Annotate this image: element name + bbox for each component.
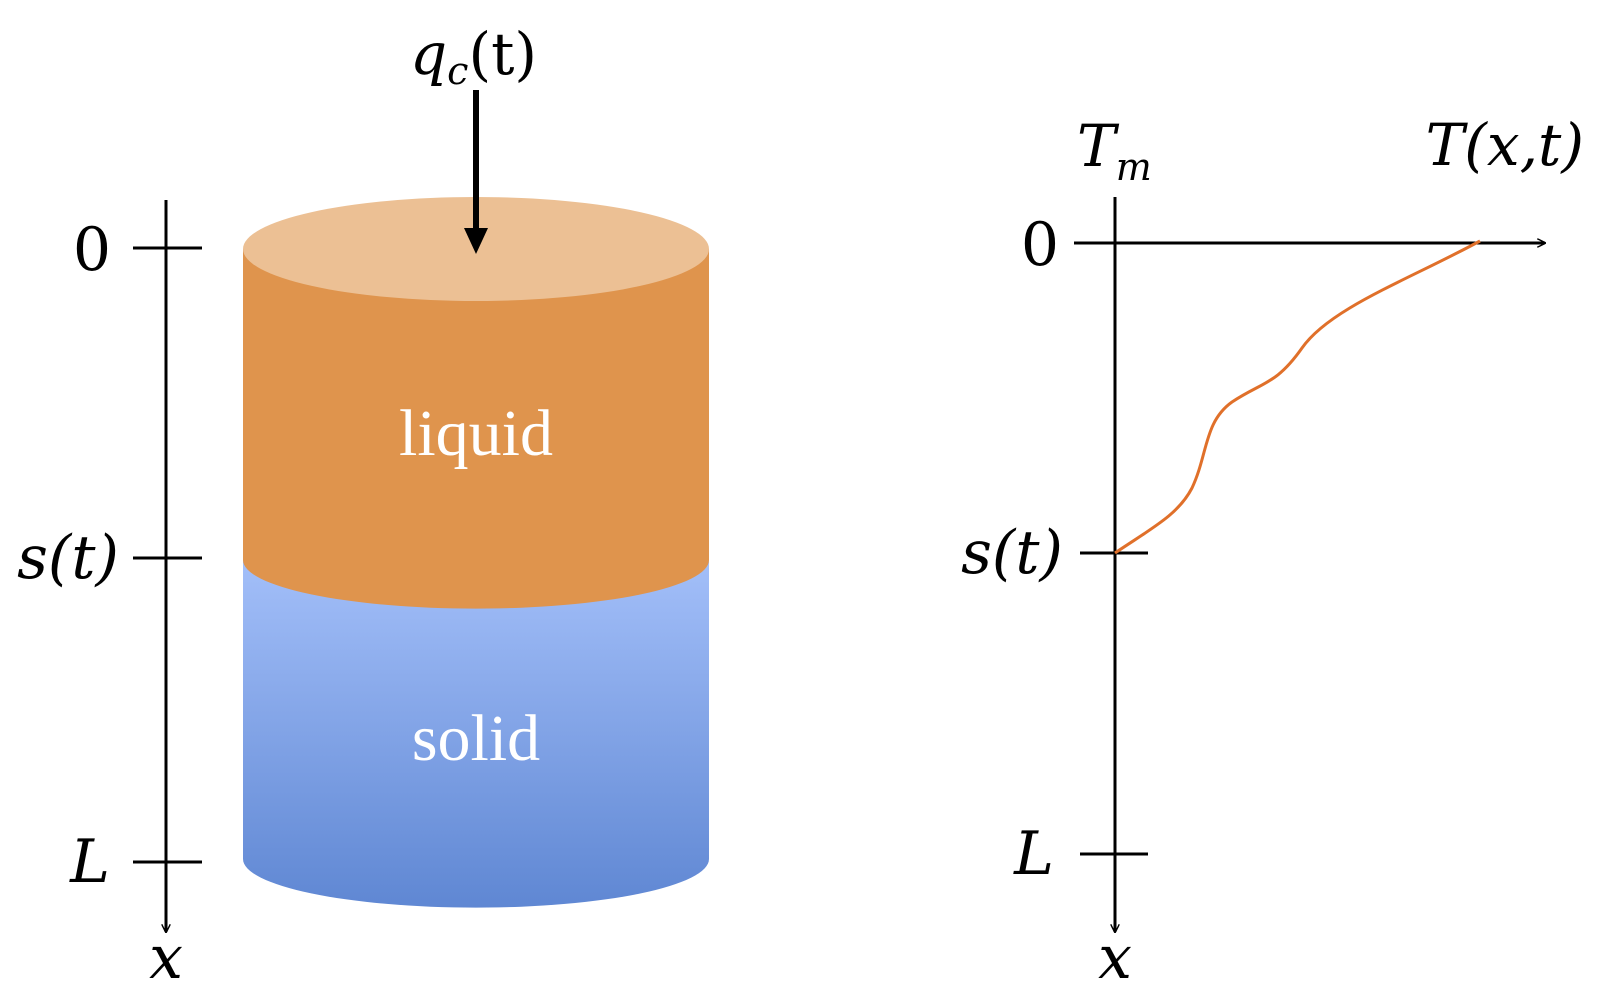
left-axis-variable: x (149, 923, 183, 993)
heat-flux-arrow (464, 90, 488, 254)
left-tick-label-length: L (69, 827, 110, 897)
right-tick-label-zero: 0 (1021, 210, 1059, 280)
temperature-curve (1114, 239, 1481, 555)
temperature-field-label: T(x,t) (1426, 111, 1584, 179)
left-tick-label-zero: 0 (73, 215, 111, 285)
heat-flux-label: qc(t) (410, 20, 537, 93)
liquid-label: liquid (399, 397, 553, 470)
liquid-region (243, 249, 709, 609)
melting-temperature-label: Tm (1077, 112, 1152, 189)
solid-label: solid (412, 702, 540, 775)
cylinder: liquid solid (243, 197, 709, 908)
left-depth-axis (133, 200, 202, 932)
right-tick-label-interface: s(t) (961, 518, 1063, 588)
temperature-profile (1074, 197, 1545, 932)
solid-region (243, 560, 709, 908)
right-tick-label-length: L (1013, 819, 1054, 889)
left-tick-label-interface: s(t) (17, 523, 119, 593)
right-axis-variable: x (1098, 923, 1132, 993)
